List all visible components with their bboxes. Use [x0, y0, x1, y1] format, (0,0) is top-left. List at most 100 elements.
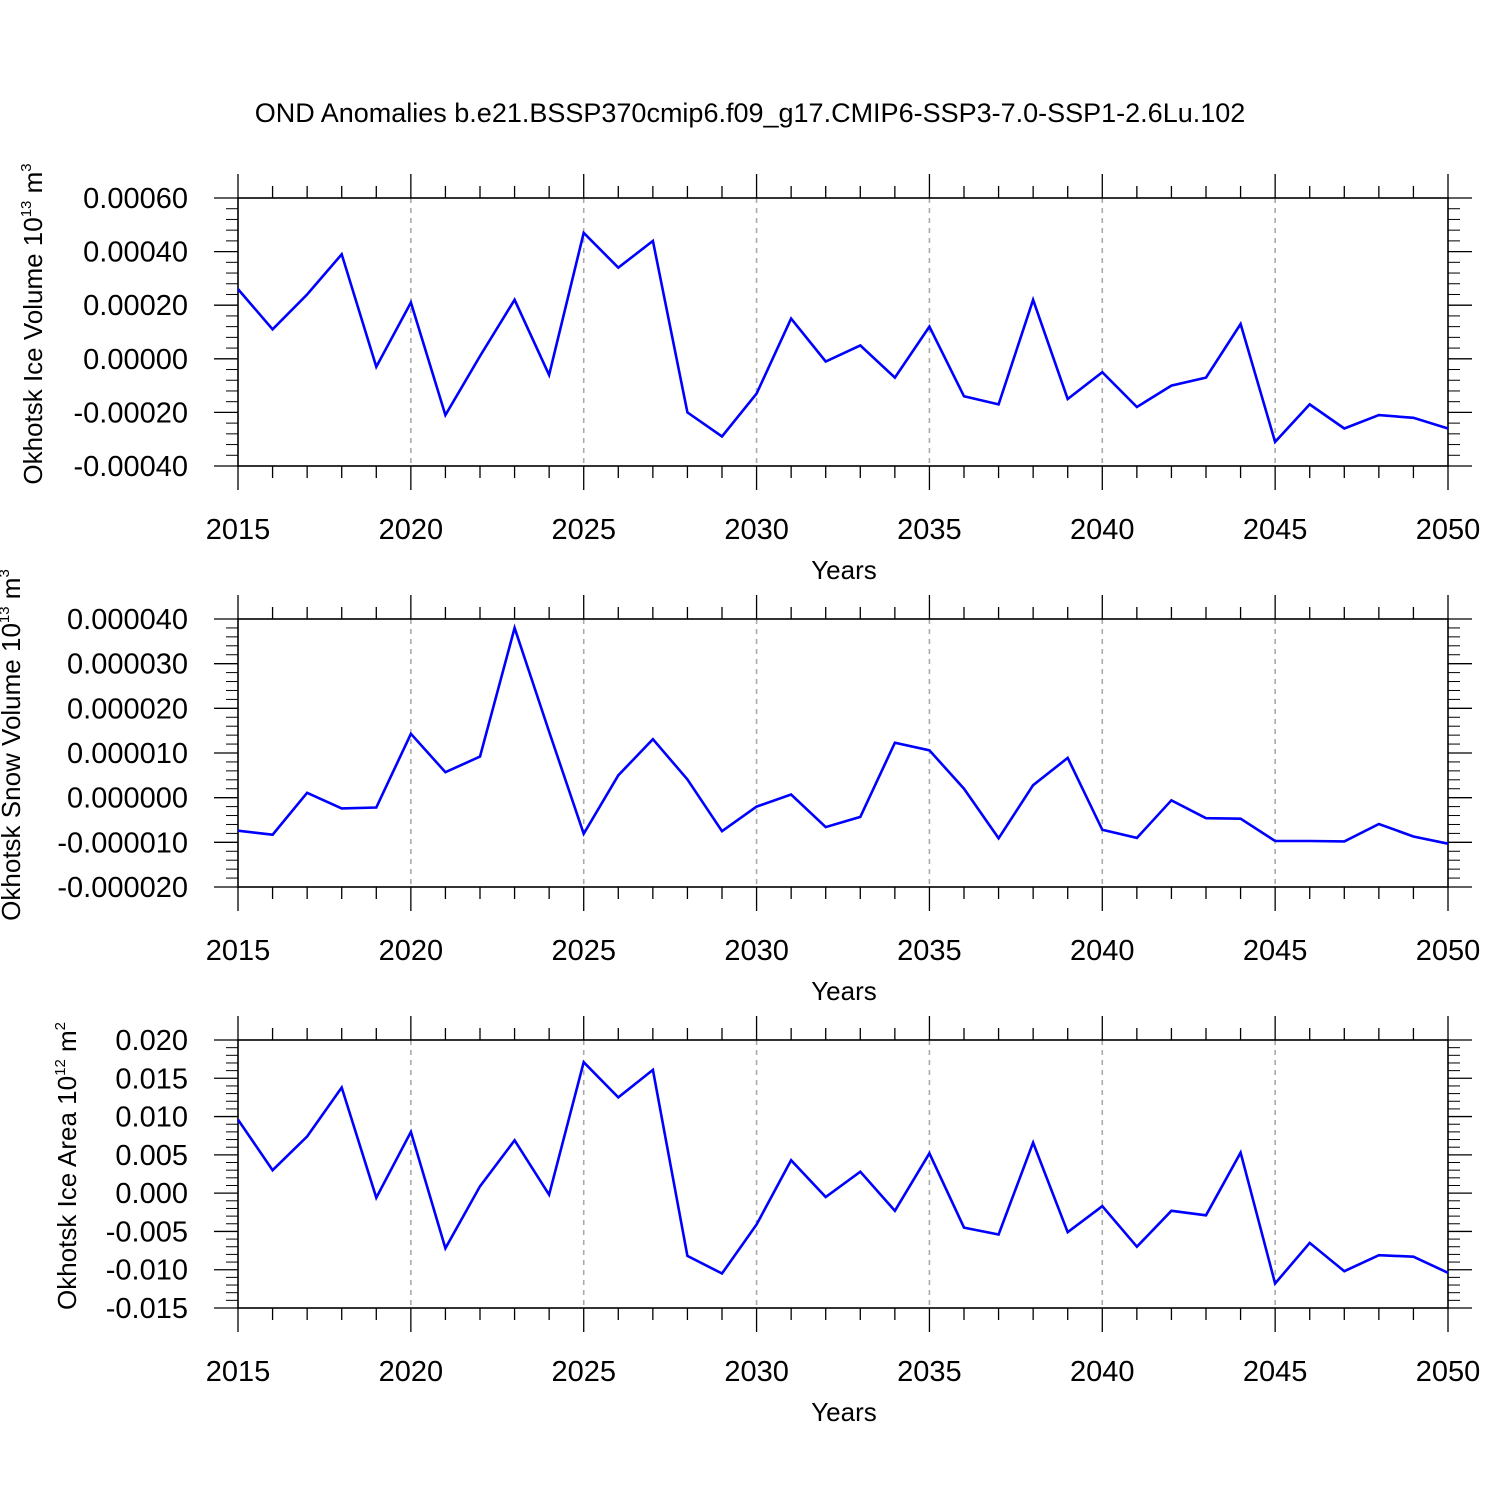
y-tick-label: 0.015 [115, 1063, 188, 1095]
y-ticks [214, 197, 1472, 467]
data-point [582, 231, 586, 235]
data-point [1342, 839, 1346, 843]
x-tick-label: 2035 [897, 935, 962, 967]
x-axis-label: Years [811, 976, 877, 1006]
data-point [685, 410, 689, 414]
data-point [1169, 798, 1173, 802]
data-point [1446, 842, 1450, 846]
y-tick-label: -0.000020 [57, 872, 188, 904]
data-point [997, 402, 1001, 406]
figure-title: OND Anomalies b.e21.BSSP370cmip6.f09_g17… [255, 98, 1246, 128]
y-axis-label-exponent: 13 [18, 201, 35, 218]
data-point [651, 1068, 655, 1072]
data-point [236, 287, 240, 291]
y-tick-label: 0.010 [115, 1102, 188, 1134]
data-point [305, 292, 309, 296]
x-axis-label: Years [811, 1397, 877, 1427]
y-tick-label: 0.00060 [83, 183, 188, 215]
data-point [927, 1151, 931, 1155]
data-point [547, 1193, 551, 1197]
plot-frame [237, 197, 1449, 467]
data-point [443, 770, 447, 774]
x-tick-label: 2045 [1243, 935, 1308, 967]
data-point [1135, 405, 1139, 409]
y-axis-label-exponent: 13 [0, 606, 13, 623]
data-point [720, 435, 724, 439]
data-point [1377, 822, 1381, 826]
y-tick-label: 0.020 [115, 1025, 188, 1057]
y-axis-label: Okhotsk Ice Volume 1013 m3 [18, 163, 48, 484]
x-tick-label: 2025 [551, 514, 616, 546]
data-point [1239, 817, 1243, 821]
data-point [997, 1232, 1001, 1236]
data-point [824, 825, 828, 829]
data-point [824, 359, 828, 363]
data-point [271, 833, 275, 837]
y-axis-label-unit: m [52, 1030, 82, 1059]
data-point [1273, 440, 1277, 444]
data-point [478, 755, 482, 759]
data-point [1031, 298, 1035, 302]
data-point [1100, 1204, 1104, 1208]
x-tick-label: 2015 [206, 1356, 271, 1388]
y-axis-label-text: Okhotsk Ice Volume 10 [18, 217, 48, 484]
data-point [374, 365, 378, 369]
y-tick-label: -0.00040 [74, 451, 189, 483]
y-tick-label: -0.005 [106, 1216, 188, 1248]
data-point [1066, 1230, 1070, 1234]
y-tick-label: 0.005 [115, 1140, 188, 1172]
data-point [374, 1196, 378, 1200]
data-point [1273, 839, 1277, 843]
y-axis-label-unit-exponent: 3 [0, 569, 13, 577]
y-tick-label: 0.000030 [67, 649, 188, 681]
y-axis-label: Okhotsk Ice Area 1012 m2 [52, 1022, 82, 1310]
data-point [513, 626, 517, 630]
data-point [271, 327, 275, 331]
data-point [927, 325, 931, 329]
data-point [547, 730, 551, 734]
y-axis-label-exponent: 12 [52, 1059, 69, 1076]
data-point [513, 298, 517, 302]
data-point [858, 815, 862, 819]
data-point [616, 1095, 620, 1099]
data-point [1446, 1271, 1450, 1275]
data-point [893, 376, 897, 380]
data-point [1377, 413, 1381, 417]
data-point [478, 1184, 482, 1188]
data-point [271, 1168, 275, 1172]
data-point [755, 1223, 759, 1227]
data-point [1239, 322, 1243, 326]
y-ticks [214, 618, 1472, 888]
data-point [789, 317, 793, 321]
y-tick-label: 0.000020 [67, 693, 188, 725]
data-point [1446, 426, 1450, 430]
data-point [720, 1272, 724, 1276]
x-tick-label: 2030 [724, 514, 789, 546]
x-tick-label: 2020 [379, 1356, 444, 1388]
x-tick-label: 2050 [1416, 935, 1481, 967]
data-point [824, 1195, 828, 1199]
data-point [1308, 1241, 1312, 1245]
plot-frame [237, 618, 1449, 888]
data-point [1100, 370, 1104, 374]
data-point [893, 741, 897, 745]
data-point [478, 354, 482, 358]
x-tick-label: 2025 [551, 935, 616, 967]
data-point [1066, 756, 1070, 760]
data-point [1411, 835, 1415, 839]
data-point [1135, 1245, 1139, 1249]
data-point [409, 301, 413, 305]
y-tick-label: 0.00020 [83, 290, 188, 322]
data-point [340, 806, 344, 810]
data-point [443, 1246, 447, 1250]
data-point [305, 791, 309, 795]
data-point [1031, 783, 1035, 787]
y-axis-label-unit: m [0, 578, 26, 607]
y-axis-label-unit-exponent: 3 [18, 163, 35, 171]
data-point [340, 1085, 344, 1089]
y-tick-label: -0.010 [106, 1255, 188, 1287]
data-point [305, 1134, 309, 1138]
data-point [582, 832, 586, 836]
chart-panel-2: 2015 2020 2025 2030 2035 2040 2045 2050 -0.00002… [0, 569, 1480, 1006]
y-tick-label: 0.000000 [67, 783, 188, 815]
